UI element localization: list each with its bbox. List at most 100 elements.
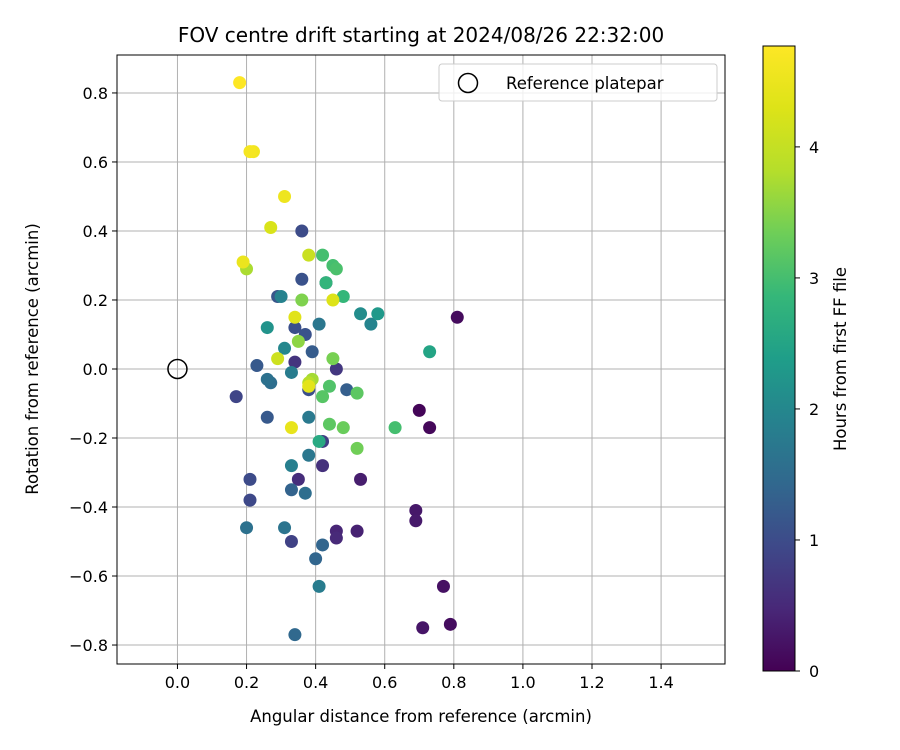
data-point	[250, 359, 264, 373]
data-point	[350, 386, 364, 400]
y-tick-label: 0.0	[83, 360, 108, 379]
colorbar-ticks: 0 1 2 3 4	[795, 138, 819, 681]
data-point	[240, 521, 254, 535]
data-point	[316, 459, 330, 473]
data-point	[284, 365, 298, 379]
data-point	[336, 290, 350, 304]
data-point	[326, 352, 340, 366]
colorbar-tick-label: 4	[809, 138, 819, 157]
data-point	[319, 276, 333, 290]
data-point	[450, 310, 464, 324]
data-point	[264, 221, 278, 235]
colorbar-gradient	[762, 45, 796, 672]
legend-box	[438, 63, 718, 102]
data-point	[302, 410, 316, 424]
data-point	[278, 341, 292, 355]
data-point	[354, 307, 368, 321]
legend-marker-open-circle	[457, 72, 479, 94]
scatter-plot: 0.0 0.2 0.4 0.6 0.8 1.0 1.2 1.4 −0.8−0.6−0.4−0.…	[69, 54, 726, 692]
data-point	[274, 290, 288, 304]
data-point	[295, 293, 309, 307]
chart-title: FOV centre drift starting at 2024/08/26 …	[178, 23, 664, 47]
data-point	[288, 355, 302, 369]
data-point	[322, 379, 336, 393]
colorbar-tick-label: 0	[809, 662, 819, 681]
data-point	[423, 421, 437, 435]
data-point	[302, 448, 316, 462]
y-tick-label: 0.8	[83, 84, 108, 103]
x-tick-label: 1.0	[510, 673, 535, 692]
data-point	[278, 189, 292, 203]
data-point	[288, 628, 302, 642]
data-point	[288, 310, 302, 324]
y-tick-label: 0.2	[83, 291, 108, 310]
data-point	[309, 552, 323, 566]
data-point	[443, 617, 457, 631]
data-point	[295, 224, 309, 238]
data-point	[243, 472, 257, 486]
data-point	[329, 262, 343, 276]
data-point	[291, 334, 305, 348]
x-tick-label: 0.4	[303, 673, 328, 692]
x-axis-ticks: 0.0 0.2 0.4 0.6 0.8 1.0 1.2 1.4	[165, 664, 674, 692]
data-point	[260, 410, 274, 424]
data-point	[243, 493, 257, 507]
data-point	[340, 383, 354, 397]
data-point	[316, 538, 330, 552]
data-point	[350, 441, 364, 455]
data-point	[278, 521, 292, 535]
data-point	[243, 145, 257, 159]
data-point	[260, 372, 274, 386]
data-point	[416, 621, 430, 635]
data-point	[354, 472, 368, 486]
data-point	[284, 421, 298, 435]
x-tick-label: 0.2	[234, 673, 259, 692]
data-point	[302, 248, 316, 262]
data-point	[291, 472, 305, 486]
data-point	[412, 403, 426, 417]
data-point	[312, 434, 326, 448]
data-point	[229, 390, 243, 404]
data-point	[371, 307, 385, 321]
legend: Reference platepar	[438, 63, 718, 102]
data-point	[236, 255, 250, 269]
plot-background	[117, 55, 725, 664]
colorbar-tick-label: 1	[809, 531, 819, 550]
data-point	[409, 503, 423, 517]
data-point	[364, 317, 378, 331]
colorbar: 0 1 2 3 4 Hours from first FF file	[762, 45, 850, 681]
x-tick-label: 0.6	[372, 673, 397, 692]
data-point	[326, 293, 340, 307]
x-tick-label: 0.0	[165, 673, 190, 692]
y-tick-label: 0.4	[83, 222, 108, 241]
data-point	[350, 524, 364, 538]
data-point	[388, 421, 402, 435]
plot-frame	[116, 54, 726, 665]
data-point	[295, 272, 309, 286]
data-point	[312, 579, 326, 593]
y-tick-label: 0.6	[83, 153, 108, 172]
y-tick-label: −0.4	[69, 498, 108, 517]
data-point	[409, 514, 423, 528]
y-tick-label: −0.8	[69, 636, 108, 655]
reference-marker	[167, 358, 188, 380]
data-point	[305, 345, 319, 359]
y-axis-label: Rotation from reference (arcmin)	[23, 223, 42, 495]
legend-label: Reference platepar	[506, 74, 664, 93]
data-point	[284, 483, 298, 497]
x-tick-label: 1.2	[579, 673, 604, 692]
y-axis-ticks: −0.8 −0.6 −0.4 −0.2 0.0 0.2 0.4 0.6 0.8	[69, 84, 117, 655]
x-tick-label: 0.8	[441, 673, 466, 692]
data-point	[329, 362, 343, 376]
data-point	[322, 417, 336, 431]
data-point	[316, 248, 330, 262]
data-point	[302, 379, 316, 393]
y-tick-label: −0.2	[69, 429, 108, 448]
data-point	[436, 579, 450, 593]
data-points	[229, 76, 464, 642]
y-tick-label: −0.6	[69, 567, 108, 586]
x-axis-label: Angular distance from reference (arcmin)	[250, 707, 592, 726]
colorbar-tick-label: 2	[809, 400, 819, 419]
reference-platepar-marker	[167, 358, 188, 380]
